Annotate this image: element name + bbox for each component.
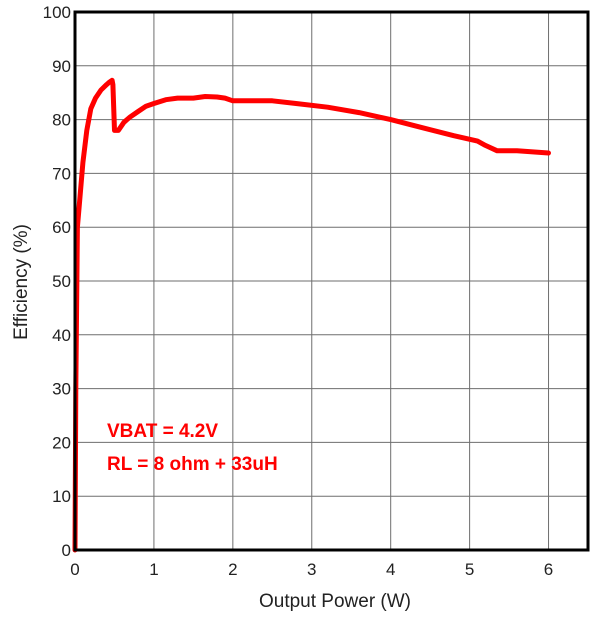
y-tick-label: 70 bbox=[52, 164, 71, 183]
plot-frame bbox=[73, 10, 590, 552]
annotation-rl: RL = 8 ohm + 33uH bbox=[107, 454, 278, 475]
x-tick-label: 3 bbox=[307, 560, 316, 579]
efficiency-series-line bbox=[72, 77, 551, 553]
x-tick-label: 6 bbox=[544, 560, 553, 579]
y-tick-label: 30 bbox=[52, 380, 71, 399]
y-tick-label: 60 bbox=[52, 218, 71, 237]
y-tick-label: 20 bbox=[52, 433, 71, 452]
y-tick-label: 80 bbox=[52, 111, 71, 130]
y-tick-label: 100 bbox=[43, 3, 71, 22]
x-tick-label: 4 bbox=[386, 560, 395, 579]
x-tick-label: 5 bbox=[465, 560, 474, 579]
x-tick-label: 1 bbox=[149, 560, 158, 579]
grid bbox=[75, 12, 588, 550]
y-tick-label: 10 bbox=[52, 487, 71, 506]
y-tick-label: 50 bbox=[52, 272, 71, 291]
x-tick-label: 0 bbox=[70, 560, 79, 579]
y-tick-label: 90 bbox=[52, 57, 71, 76]
x-tick-label: 2 bbox=[228, 560, 237, 579]
x-axis-label: Output Power (W) bbox=[259, 591, 411, 612]
y-tick-label: 40 bbox=[52, 326, 71, 345]
y-tick-label: 0 bbox=[62, 541, 71, 560]
y-axis-label: Efficiency (%) bbox=[11, 224, 32, 340]
annotation-vbat: VBAT = 4.2V bbox=[107, 421, 218, 442]
